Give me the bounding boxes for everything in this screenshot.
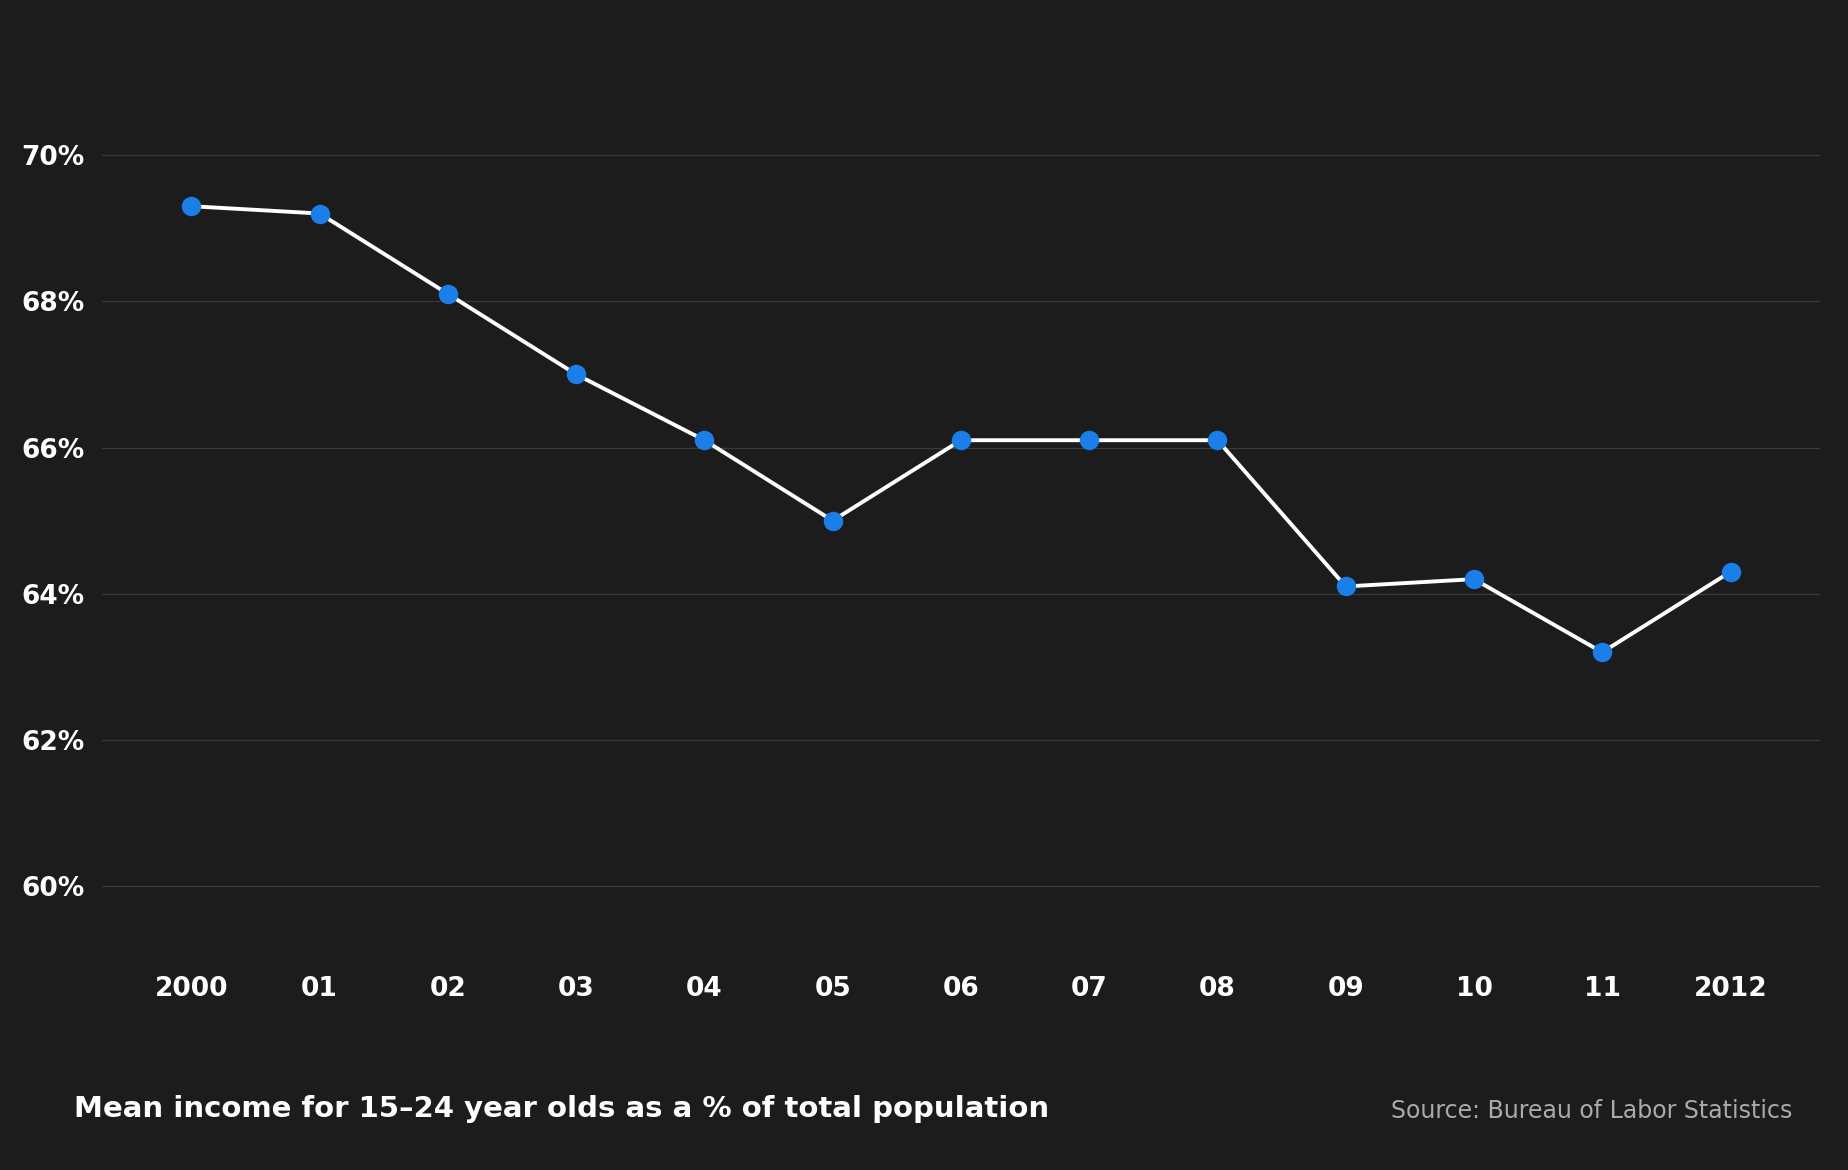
Point <box>562 365 591 384</box>
Point <box>177 197 207 215</box>
Point <box>1331 577 1360 596</box>
Point <box>1203 431 1233 449</box>
Point <box>432 284 462 303</box>
Text: Source: Bureau of Labor Statistics: Source: Bureau of Labor Statistics <box>1392 1099 1793 1123</box>
Point <box>946 431 976 449</box>
Point <box>1715 563 1745 581</box>
Point <box>1460 570 1489 589</box>
Point <box>819 511 848 530</box>
Point <box>1074 431 1103 449</box>
Point <box>689 431 719 449</box>
Text: Mean income for 15–24 year olds as a % of total population: Mean income for 15–24 year olds as a % o… <box>74 1095 1050 1123</box>
Point <box>305 204 334 222</box>
Point <box>1587 642 1617 661</box>
